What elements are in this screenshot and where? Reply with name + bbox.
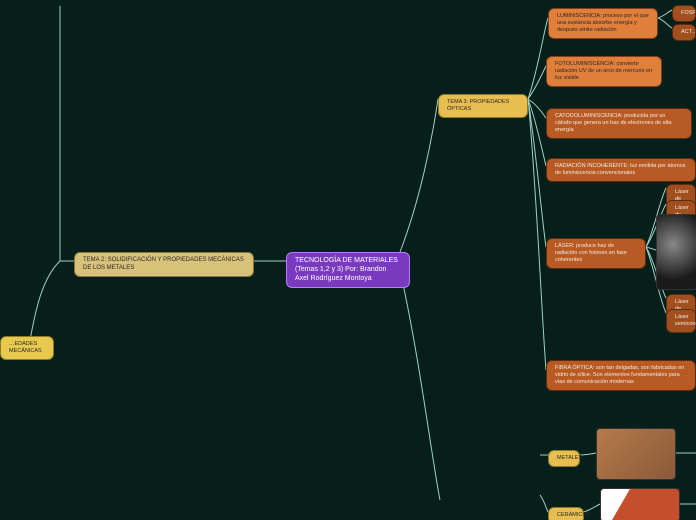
node-sub-activadores[interactable]: ACT… bbox=[672, 24, 696, 41]
node-tema2[interactable]: TEMA 2: SOLIDIFICACIÓN Y PROPIEDADES MEC… bbox=[74, 252, 254, 277]
image-laser bbox=[656, 214, 696, 290]
node-ceramicos[interactable]: CERÁMICOS bbox=[548, 507, 584, 520]
node-fotoluminiscencia[interactable]: FOTOLUMINISCENCIA: convierte radiación U… bbox=[546, 56, 662, 87]
node-radiacion-incoherente[interactable]: RADIACIÓN INCOHERENTE: luz emitida por á… bbox=[546, 158, 696, 182]
image-metales bbox=[596, 428, 676, 480]
node-fibra-optica[interactable]: FIBRA ÓPTICA: son tan delgadas, son fabr… bbox=[546, 360, 696, 391]
node-luminiscencia[interactable]: LUMINISCENCIA: proceso por el que una su… bbox=[548, 8, 658, 39]
node-center[interactable]: TECNOLOGÍA DE MATERIALES (Temas 1,2 y 3)… bbox=[286, 252, 410, 288]
node-sub-fosforescentes[interactable]: FOSF… bbox=[672, 5, 696, 22]
node-laser[interactable]: LÁSER: produce haz de radiación con foto… bbox=[546, 238, 646, 269]
node-tema3[interactable]: TEMA 3: PROPIEDADES ÓPTICAS bbox=[438, 94, 528, 118]
node-laser-semiconductor[interactable]: Láser semicond… bbox=[666, 309, 696, 333]
node-metales[interactable]: METALES bbox=[548, 450, 580, 467]
node-catodoluminiscencia[interactable]: CATODOLUMINISCENCIA: producida por un cá… bbox=[546, 108, 692, 139]
image-ceramicos bbox=[600, 488, 680, 520]
node-propiedades-mecanicas[interactable]: …EDADES MECÁNICAS bbox=[0, 336, 54, 360]
